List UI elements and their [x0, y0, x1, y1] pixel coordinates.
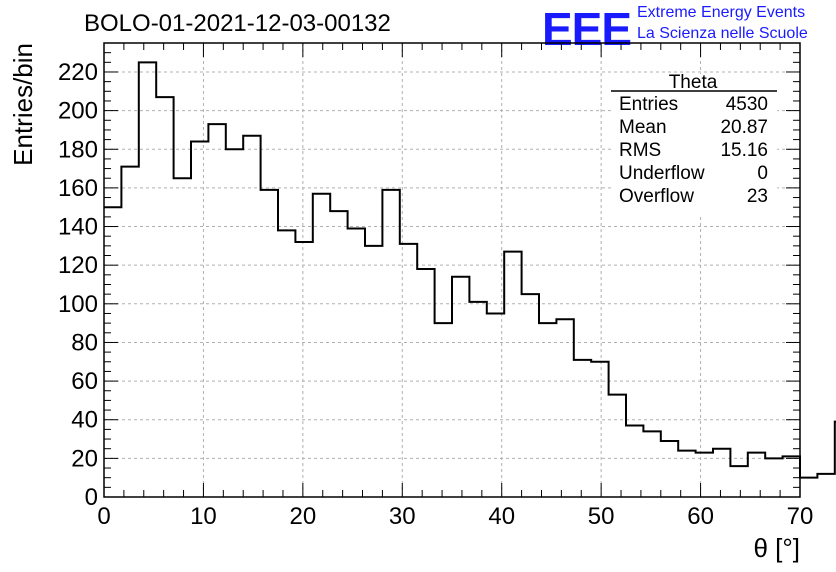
- y-tick-label: 180: [58, 136, 98, 163]
- y-tick-label: 80: [71, 329, 98, 356]
- y-tick-label: 40: [71, 407, 98, 434]
- stats-overflow-label: Overflow: [619, 186, 694, 207]
- grid: [104, 43, 800, 497]
- y-tick-label: 200: [58, 98, 98, 125]
- x-tick-label: 30: [389, 503, 416, 530]
- logo-subtitle-2: La Scienza nelle Scuole: [637, 25, 808, 42]
- x-tick-label: 70: [787, 503, 814, 530]
- histogram-step-line: [104, 61, 836, 479]
- y-tick-label: 60: [71, 368, 98, 395]
- x-tick-label: 50: [588, 503, 615, 530]
- y-tick-label: 120: [58, 252, 98, 279]
- stats-box: Theta Entries 4530 Mean 20.87 RMS 15.16 …: [611, 72, 777, 214]
- stats-entries-value: 4530: [726, 94, 768, 115]
- stats-mean-value: 20.87: [720, 117, 768, 138]
- y-tick-label: 0: [85, 484, 98, 511]
- stats-mean-label: Mean: [619, 117, 667, 138]
- y-tick-label: 220: [58, 59, 98, 86]
- x-axis-label: θ [°]: [753, 533, 800, 563]
- y-tick-label: 100: [58, 291, 98, 318]
- stats-overflow-value: 23: [747, 186, 768, 207]
- logo-subtitle-1: Extreme Energy Events: [637, 4, 806, 21]
- y-axis-label: Entries/bin: [8, 43, 38, 166]
- y-tick-label: 160: [58, 175, 98, 202]
- x-tick-label: 0: [97, 503, 110, 530]
- chart-title: BOLO-01-2021-12-03-00132: [84, 10, 391, 37]
- x-tick-label: 20: [290, 503, 317, 530]
- histogram-series: [104, 61, 836, 479]
- stats-rms-label: RMS: [619, 140, 661, 161]
- stats-underflow-value: 0: [757, 163, 768, 184]
- axes: 0 10 20 30 40 50 60 70 0 20 40 60 80 100 120 140 160 180 2…: [8, 42, 814, 563]
- x-tick-label: 10: [190, 503, 217, 530]
- x-tick-label: 40: [488, 503, 515, 530]
- stats-entries-label: Entries: [619, 94, 678, 115]
- stats-rms-value: 15.16: [720, 140, 768, 161]
- x-tick-label: 60: [687, 503, 714, 530]
- stats-underflow-label: Underflow: [619, 163, 705, 184]
- stats-title: Theta: [669, 72, 718, 93]
- stats-box-background: [611, 74, 777, 214]
- plot-frame: [103, 42, 801, 498]
- y-tick-label: 20: [71, 445, 98, 472]
- eee-logo: EEE: [542, 3, 632, 55]
- y-tick-label: 140: [58, 214, 98, 241]
